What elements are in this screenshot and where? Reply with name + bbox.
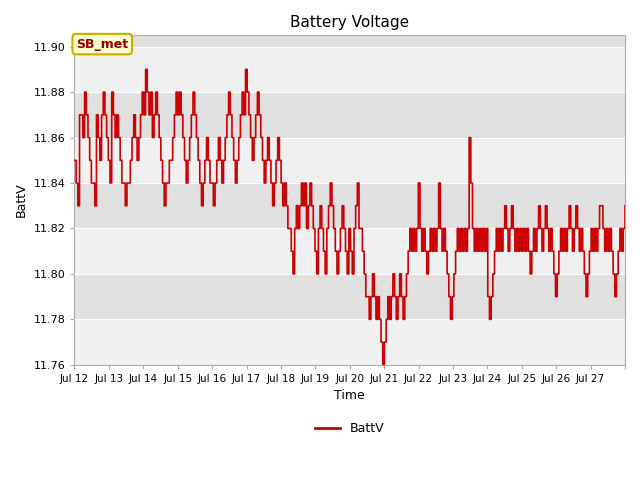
- Bar: [74, 319, 625, 365]
- Bar: [74, 228, 625, 274]
- Y-axis label: BattV: BattV: [15, 183, 28, 217]
- Legend: BattV: BattV: [310, 417, 390, 440]
- Bar: [74, 47, 625, 92]
- Title: Battery Voltage: Battery Voltage: [290, 15, 410, 30]
- Text: SB_met: SB_met: [76, 37, 128, 50]
- X-axis label: Time: Time: [334, 389, 365, 402]
- Bar: [74, 138, 625, 183]
